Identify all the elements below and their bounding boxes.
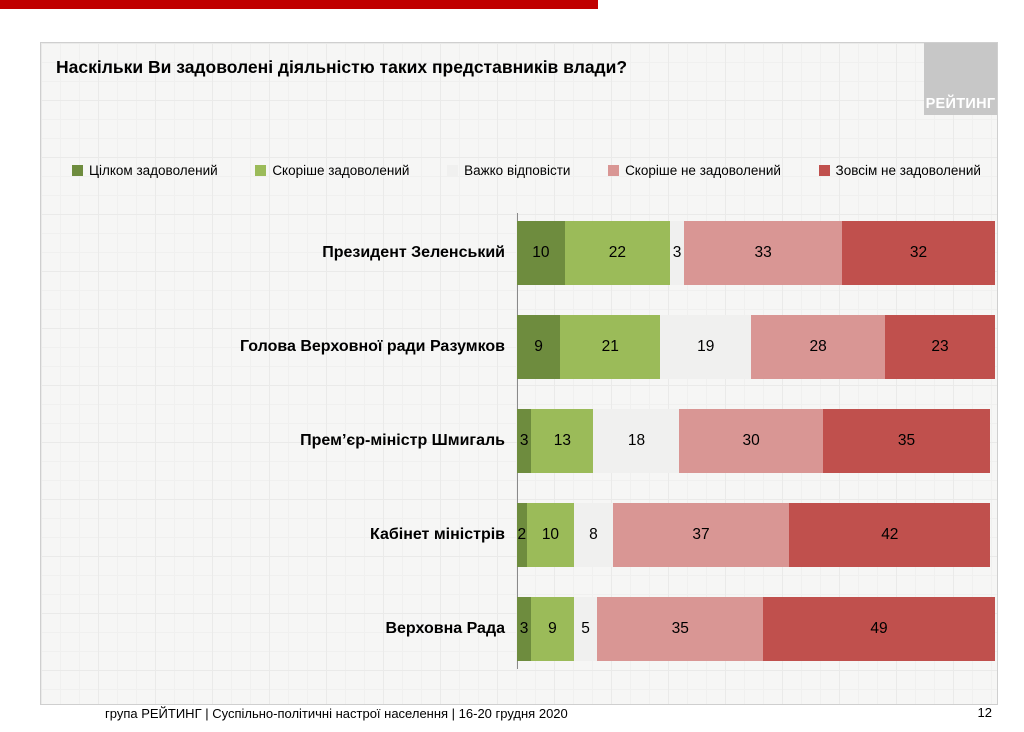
segment-value: 30	[742, 432, 760, 449]
bar-segment: 37	[612, 503, 790, 567]
legend-marker-icon	[818, 165, 830, 176]
legend-marker-icon	[608, 165, 620, 176]
bar-row-0: Президент Зеленський 10 22 3 33 32	[41, 221, 996, 285]
bar-segment: 49	[763, 597, 996, 661]
segment-value: 19	[697, 338, 715, 355]
slide-canvas: РЕЙТИНГ Наскільки Ви задоволені діяльніс…	[40, 42, 998, 705]
segment-value: 21	[601, 338, 619, 355]
segment-value: 28	[809, 338, 827, 355]
bar-row-2: Прем’єр-міністр Шмигаль 3 13 18 30 35	[41, 409, 996, 473]
legend-item-4: Зовсім не задоволений	[818, 163, 981, 178]
segment-value: 35	[897, 432, 916, 449]
bar-segment: 5	[573, 597, 598, 661]
segment-value: 35	[671, 620, 689, 637]
segment-value: 3	[672, 244, 682, 261]
category-label: Голова Верховної ради Разумков	[240, 338, 505, 355]
legend-marker-icon	[255, 165, 267, 176]
segment-value: 2	[517, 526, 527, 543]
page-number: 12	[977, 705, 992, 720]
bar-segment: 13	[531, 409, 594, 473]
segment-value: 10	[532, 244, 550, 261]
segment-value: 37	[692, 526, 710, 543]
bar-track: 3 13 18 30 35	[517, 409, 995, 473]
chart-legend: Цілком задоволений Скоріше задоволений Важ…	[72, 163, 981, 178]
segment-value: 49	[870, 620, 888, 637]
bar-segment: 18	[593, 409, 680, 473]
rating-logo-text: РЕЙТИНГ	[925, 96, 996, 112]
footer-source: група РЕЙТИНГ | Суспільно-політичні наст…	[105, 706, 568, 721]
bar-segment: 10	[526, 503, 575, 567]
segment-value: 32	[909, 244, 928, 261]
legend-label: Цілком задоволений	[89, 163, 218, 178]
legend-label: Зовсім не задоволений	[835, 163, 981, 178]
bar-segment: 8	[574, 503, 613, 567]
bar-track: 10 22 3 33 32	[517, 221, 995, 285]
bar-row-3: Кабінет міністрів 2 10 8 37 42	[41, 503, 996, 567]
bar-segment: 22	[564, 221, 670, 285]
bar-segment: 30	[679, 409, 823, 473]
segment-value: 10	[541, 526, 560, 543]
bar-segment: 3	[517, 597, 532, 661]
bar-segment: 19	[660, 315, 752, 379]
segment-value: 13	[553, 432, 572, 449]
segment-value: 3	[519, 620, 529, 637]
legend-marker-icon	[72, 165, 83, 176]
legend-item-0: Цілком задоволений	[72, 163, 218, 178]
category-label: Кабінет міністрів	[370, 526, 505, 543]
bar-segment: 35	[597, 597, 764, 661]
legend-item-2: Важко відповісти	[447, 163, 570, 178]
bar-segment: 3	[517, 409, 532, 473]
stacked-bar-chart: Президент Зеленський 10 22 3 33 32 Голова Верх…	[41, 213, 996, 669]
legend-label: Важко відповісти	[464, 163, 571, 178]
segment-value: 22	[608, 244, 626, 261]
bar-row-4: Верховна Рада 3 9 5 35 49	[41, 597, 996, 661]
bar-segment: 32	[842, 221, 995, 285]
bar-segment: 9	[531, 597, 574, 661]
bar-segment: 2	[517, 503, 527, 567]
category-label: Президент Зеленський	[322, 244, 505, 261]
legend-label: Скоріше не задоволений	[625, 163, 781, 178]
bar-track: 3 9 5 35 49	[517, 597, 996, 661]
segment-value: 42	[881, 526, 899, 543]
bar-segment: 42	[789, 503, 991, 567]
bar-segment: 23	[885, 315, 995, 379]
segment-value: 8	[589, 526, 598, 543]
bar-segment: 33	[684, 221, 843, 285]
category-label: Верховна Рада	[385, 620, 505, 637]
segment-value: 5	[581, 620, 590, 637]
bar-track: 9 21 19 28 23	[517, 315, 995, 379]
top-accent-bar	[0, 0, 598, 9]
segment-value: 9	[534, 338, 543, 355]
bar-segment: 28	[751, 315, 886, 379]
bar-row-1: Голова Верховної ради Разумков 9 21 19 28 23	[41, 315, 996, 379]
bar-track: 2 10 8 37 42	[517, 503, 995, 567]
segment-value: 33	[754, 244, 772, 261]
segment-value: 9	[548, 620, 557, 637]
bar-segment: 35	[822, 409, 991, 473]
bar-segment: 10	[517, 221, 565, 285]
chart-title: Наскільки Ви задоволені діяльністю таких…	[56, 57, 628, 77]
legend-item-1: Скоріше задоволений	[255, 163, 409, 178]
segment-value: 3	[519, 432, 529, 449]
legend-item-3: Скоріше не задоволений	[608, 163, 781, 178]
bar-segment: 3	[669, 221, 685, 285]
segment-value: 23	[931, 338, 949, 355]
legend-label: Скоріше задоволений	[272, 163, 410, 178]
category-label: Прем’єр-міністр Шмигаль	[300, 432, 505, 449]
bar-segment: 21	[560, 315, 661, 379]
legend-marker-icon	[447, 165, 459, 176]
segment-value: 18	[627, 432, 646, 449]
bar-segment: 9	[517, 315, 561, 379]
rating-group-logo: РЕЙТИНГ	[924, 43, 997, 115]
